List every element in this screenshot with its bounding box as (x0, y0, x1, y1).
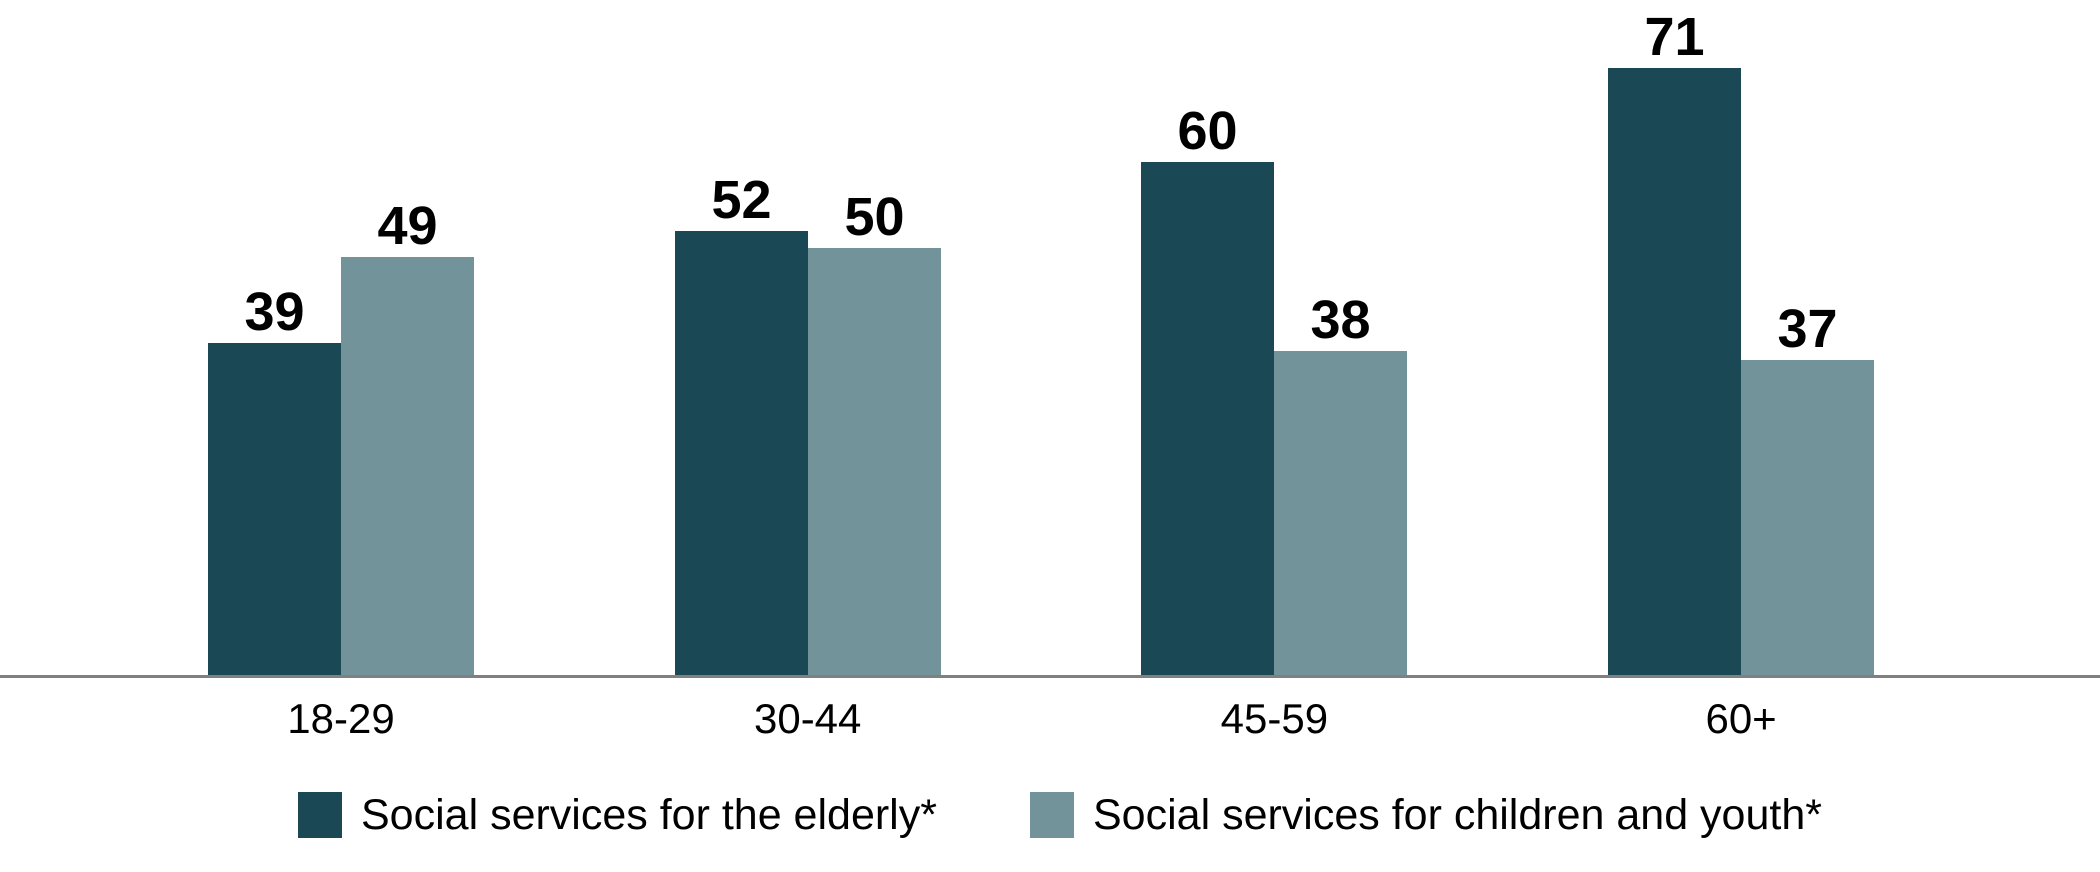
x-axis-line (0, 675, 2100, 678)
x-tick-label-45-59: 45-59 (1220, 695, 1329, 742)
legend: Social services for the elderly* Social … (0, 791, 2100, 839)
bar-60+-children (1741, 360, 1874, 677)
bar-18-29-elderly (208, 343, 341, 677)
bar-18-29-children (341, 257, 474, 677)
legend-label-children: Social services for children and youth* (1093, 791, 1822, 839)
value-label-60+-children: 37 (1777, 299, 1838, 359)
bar-45-59-children (1274, 351, 1407, 677)
x-tick-label-18-29: 18-29 (287, 695, 395, 742)
bar-45-59-elderly (1141, 162, 1274, 677)
value-label-30-44-children: 50 (844, 187, 905, 247)
legend-item-elderly: Social services for the elderly* (298, 791, 937, 839)
bar-30-44-elderly (675, 231, 808, 677)
legend-swatch-children (1030, 792, 1074, 838)
legend-item-children: Social services for children and youth* (1030, 791, 1822, 839)
value-label-18-29-elderly: 39 (244, 282, 305, 342)
value-label-30-44-elderly: 52 (711, 170, 772, 230)
x-tick-label-30-44: 30-44 (753, 695, 862, 742)
value-label-45-59-children: 38 (1310, 290, 1371, 350)
value-label-60+-elderly: 71 (1644, 7, 1705, 67)
x-tick-label-60+: 60+ (1705, 695, 1777, 742)
value-label-45-59-elderly: 60 (1177, 101, 1238, 161)
bar-30-44-children (808, 248, 941, 677)
legend-swatch-elderly (298, 792, 342, 838)
value-label-18-29-children: 49 (377, 196, 438, 256)
legend-label-elderly: Social services for the elderly* (361, 791, 937, 839)
bar-60+-elderly (1608, 68, 1741, 677)
